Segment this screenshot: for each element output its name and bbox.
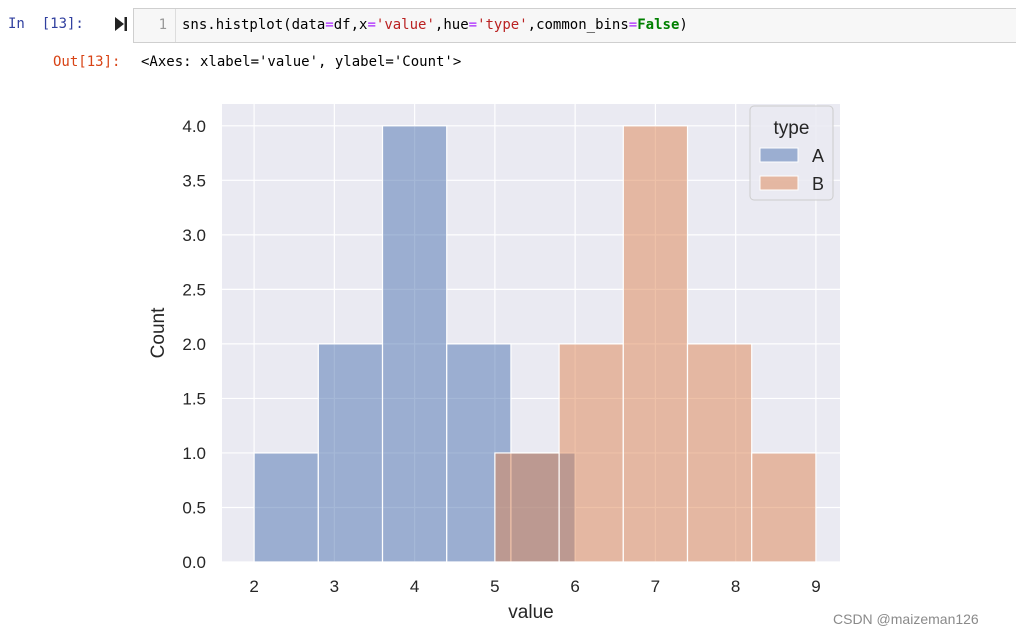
code-token: 'type' bbox=[477, 17, 528, 33]
code-token: 'value' bbox=[375, 17, 435, 33]
histogram-bar-b bbox=[558, 343, 624, 563]
code-token: ) bbox=[679, 17, 688, 33]
x-tick-label: 8 bbox=[731, 577, 740, 596]
watermark: CSDN @maizeman126 bbox=[833, 611, 979, 627]
code-token: ,common_bins bbox=[527, 17, 629, 33]
y-tick-label: 3.5 bbox=[182, 171, 206, 190]
line-number-gutter: 1 bbox=[134, 9, 176, 42]
histogram-bar-a bbox=[317, 343, 384, 563]
x-tick-label: 6 bbox=[570, 577, 579, 596]
legend-title: type bbox=[774, 118, 810, 139]
y-tick-label: 0.5 bbox=[182, 498, 206, 517]
histogram-bar-a bbox=[381, 125, 448, 563]
legend-label-b: B bbox=[812, 174, 824, 194]
histogram-bar-a bbox=[253, 452, 319, 563]
code-line[interactable]: sns.histplot(data=df,x='value',hue='type… bbox=[182, 17, 688, 33]
code-token: = bbox=[468, 17, 478, 33]
code-token: df,x bbox=[333, 17, 368, 33]
input-prompt: In [13]: bbox=[8, 16, 84, 32]
line-number: 1 bbox=[158, 17, 167, 33]
code-token: sns.histplot(data bbox=[182, 17, 326, 33]
legend-swatch-b bbox=[759, 175, 799, 191]
run-cell-button[interactable] bbox=[112, 14, 130, 34]
histogram-bar-b bbox=[686, 343, 753, 563]
y-tick-label: 2.0 bbox=[182, 335, 206, 354]
x-axis-label: value bbox=[508, 602, 553, 623]
code-token: ,hue bbox=[434, 17, 469, 33]
histogram-bar-b bbox=[622, 125, 689, 563]
output-prompt: Out[13]: bbox=[53, 54, 121, 70]
y-axis-label: Count bbox=[148, 307, 169, 358]
code-token: = bbox=[325, 17, 334, 33]
y-tick-label: 4.0 bbox=[182, 117, 206, 136]
code-cell-editor[interactable]: 1 sns.histplot(data=df,x='value',hue='ty… bbox=[133, 8, 1016, 43]
run-icon bbox=[115, 17, 127, 31]
code-token: = bbox=[628, 17, 638, 33]
code-token: False bbox=[637, 17, 680, 33]
legend-label-a: A bbox=[812, 146, 824, 166]
code-token: = bbox=[367, 17, 376, 33]
x-tick-label: 3 bbox=[330, 577, 339, 596]
y-tick-label: 3.0 bbox=[182, 226, 206, 245]
x-tick-label: 9 bbox=[811, 577, 820, 596]
output-text: <Axes: xlabel='value', ylabel='Count'> bbox=[141, 54, 462, 70]
x-tick-label: 2 bbox=[249, 577, 258, 596]
x-tick-label: 4 bbox=[410, 577, 419, 596]
x-tick-label: 5 bbox=[490, 577, 499, 596]
legend-swatch-a bbox=[759, 147, 799, 163]
y-tick-label: 0.0 bbox=[182, 553, 206, 572]
y-tick-label: 1.0 bbox=[182, 444, 206, 463]
x-tick-label: 7 bbox=[651, 577, 660, 596]
histogram-bar-b bbox=[494, 452, 560, 563]
histogram-bar-b bbox=[751, 452, 817, 563]
y-tick-label: 1.5 bbox=[182, 389, 206, 408]
histogram-chart: 2 3 4 5 6 7 8 9 0.0 0.5 1.0 1.5 2.0 2.5 3.0 3.5 4.0 value… bbox=[148, 104, 840, 623]
y-tick-label: 2.5 bbox=[182, 280, 206, 299]
